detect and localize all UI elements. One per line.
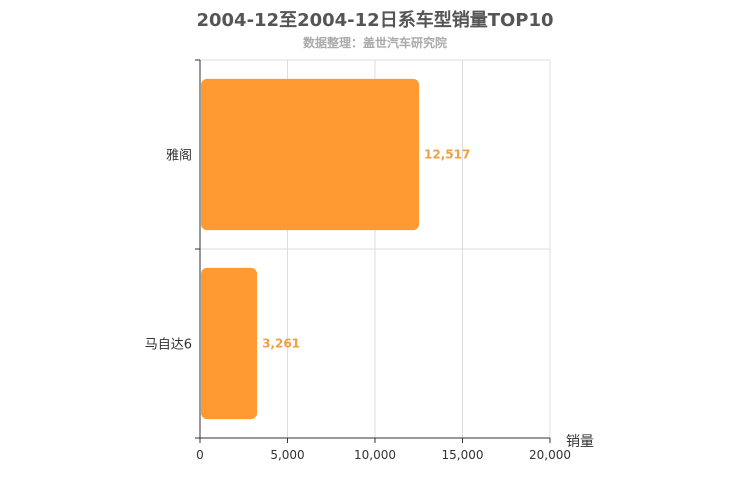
data-label: 12,517 bbox=[424, 148, 470, 162]
x-axis-title: 销量 bbox=[566, 434, 594, 450]
x-tick-label: 5,000 bbox=[270, 448, 304, 462]
x-tick-label: 15,000 bbox=[442, 448, 484, 462]
bar bbox=[201, 78, 420, 231]
y-tick-label: 马自达6 bbox=[145, 338, 192, 353]
chart-title: 2004-12至2004-12日系车型销量TOP10 bbox=[196, 10, 554, 31]
bar bbox=[201, 267, 258, 420]
x-tick-label: 20,000 bbox=[529, 448, 571, 462]
chart-subtitle: 数据整理：盖世汽车研究院 bbox=[302, 36, 447, 50]
x-tick-label: 0 bbox=[196, 448, 204, 462]
y-tick-label: 雅阁 bbox=[166, 149, 192, 164]
data-label: 3,261 bbox=[262, 337, 300, 351]
x-tick-label: 10,000 bbox=[354, 448, 396, 462]
